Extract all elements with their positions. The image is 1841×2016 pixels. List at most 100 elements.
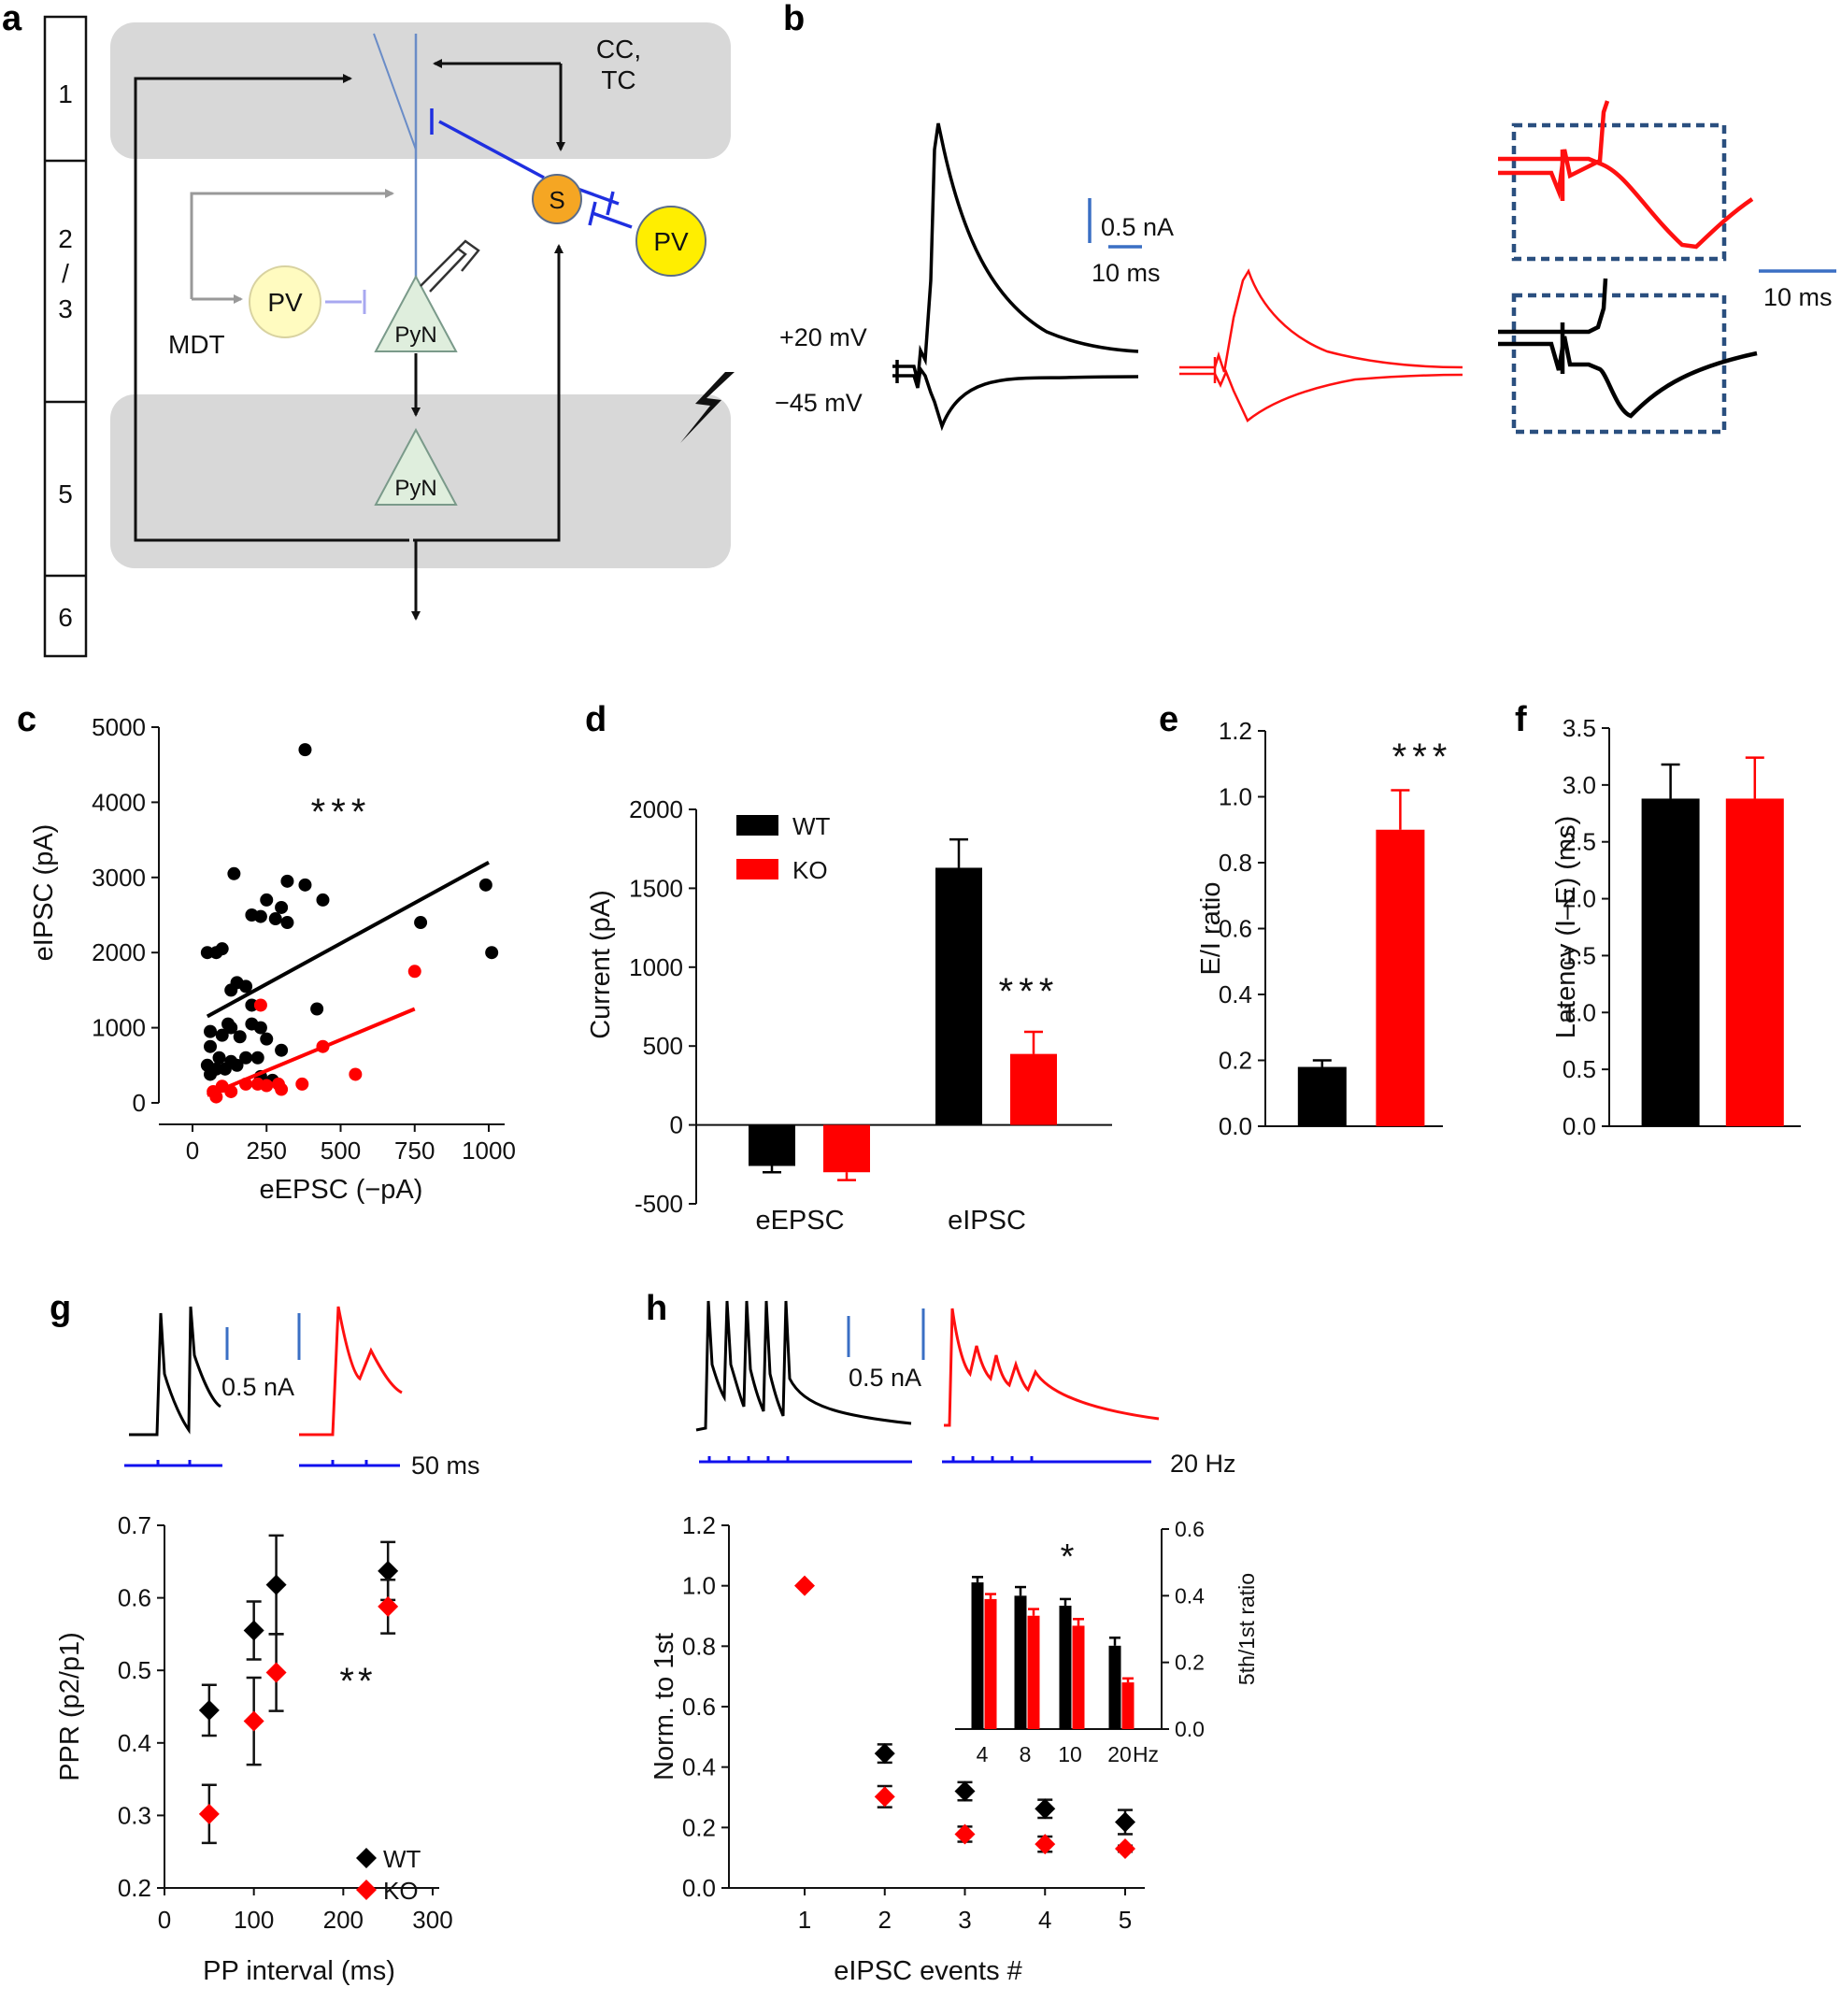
chart-d-legend-swatch (736, 815, 778, 836)
chart-c-xtick-label: 0 (186, 1137, 199, 1165)
chart-h-xtick-label: 1 (798, 1906, 811, 1934)
chart-c-ytick-label: 0 (133, 1089, 146, 1117)
chart-h-ytick-label: 0.0 (682, 1874, 716, 1902)
s-cell-label: S (549, 186, 564, 214)
chart-g-point (243, 1620, 264, 1641)
chart-h-ytick-label: 1.0 (682, 1572, 716, 1600)
panel-g-traces (124, 1306, 403, 1467)
chart-g-ytick-label: 0.6 (118, 1584, 151, 1612)
chart-c-point (250, 1077, 264, 1091)
chart-c-point (407, 965, 421, 979)
chart-c-point (275, 1043, 289, 1057)
chart-h-inset-bar-ko (1027, 1615, 1040, 1729)
chart-h-xtick-label: 5 (1119, 1906, 1132, 1934)
chart-g-xtick-label: 200 (323, 1906, 364, 1934)
chart-e-ytick-label: 1.2 (1219, 717, 1252, 745)
chart-h-xtick-label: 4 (1038, 1906, 1051, 1934)
chart-d-category-label: eEPSC (755, 1206, 844, 1236)
chart-g-xtick-label: 300 (412, 1906, 452, 1934)
chart-g-ytick-label: 0.5 (118, 1656, 151, 1684)
holding-low-label: −45 mV (775, 389, 863, 417)
layer-2-label: 2 (58, 224, 73, 253)
mdt-label: MDT (168, 330, 225, 359)
layer-1-shade (110, 22, 731, 159)
chart-c-ytick-label: 3000 (92, 864, 146, 892)
chart-c-point (349, 1067, 363, 1081)
chart-d-ytick-label: 0 (670, 1111, 683, 1139)
chart-h-inset-bar-wt (971, 1582, 984, 1729)
chart-h-inset-bar-ko (984, 1598, 997, 1729)
patch-electrode-icon (420, 239, 480, 293)
chart-c-point (250, 1051, 264, 1065)
chart-e-bar: 0.0 0.2 0.4 0.6 0.8 1.0 1.2 *** E/I ratio (1196, 717, 1447, 1140)
chart-c-significance: *** (311, 792, 372, 833)
chart-g-point (265, 1574, 287, 1595)
pv-cell-faded (249, 265, 321, 338)
chart-c-ytick-label: 1000 (92, 1014, 146, 1042)
chart-g-legend-marker (356, 1848, 377, 1868)
chart-h-point (794, 1575, 815, 1596)
chart-d-ytick-label: 1500 (629, 874, 683, 902)
wt-traces (892, 122, 1139, 432)
chart-h-inset-ytick-label: 0.0 (1175, 1717, 1205, 1741)
chart-c-point (280, 916, 294, 930)
scale-current-g: 0.5 nA (221, 1373, 294, 1401)
chart-c-point (310, 1002, 324, 1016)
chart-f-bar-ko (1725, 798, 1784, 1126)
chart-c-point (298, 878, 312, 892)
chart-c-point (204, 1067, 218, 1081)
chart-f-ytick-label: 3.0 (1563, 771, 1596, 799)
chart-c-scatter: 0 1000 2000 3000 4000 5000 0 250 500 750 1000 eEPSC… (29, 713, 516, 1205)
chart-g-point (198, 1803, 220, 1824)
chart-c-xtick-label: 750 (394, 1137, 435, 1165)
l5-to-s-arrow (413, 244, 564, 542)
chart-c-point (275, 1082, 289, 1096)
chart-c-point (215, 1028, 229, 1042)
chart-h-inset-ytick-label: 0.4 (1175, 1583, 1205, 1608)
chart-h-ytick-label: 0.4 (682, 1753, 716, 1781)
chart-c-point (478, 878, 492, 892)
panel-label-d: d (585, 700, 607, 739)
chart-c-point (204, 1039, 218, 1053)
chart-c-point (230, 1058, 244, 1072)
chart-f-ytick-label: 0.0 (1563, 1112, 1596, 1140)
l5-to-l1-arrow (134, 74, 409, 542)
chart-f-ytick-label: 3.5 (1563, 714, 1596, 742)
chart-c-point (227, 866, 241, 880)
chart-g-xtick-label: 100 (234, 1906, 274, 1934)
chart-g-legend-marker (356, 1880, 377, 1900)
chart-h-ylabel: Norm. to 1st (649, 1633, 679, 1780)
chart-c-ytick-label: 5000 (92, 713, 146, 741)
cortical-layer-column (43, 15, 88, 658)
chart-e-ytick-label: 0.4 (1219, 980, 1252, 1008)
chart-e-ylabel: E/I ratio (1196, 882, 1226, 976)
chart-f-ytick-label: 2.0 (1563, 885, 1596, 913)
scalebar-b (1088, 198, 1836, 273)
chart-f-ylabel: Latency (I–E) (ms) (1551, 816, 1581, 1039)
panel-label-c: c (17, 700, 36, 739)
chart-d-legend-swatch (736, 859, 778, 879)
chart-c-fit-line (207, 1007, 416, 1097)
chart-c-point (280, 874, 294, 888)
panel-label-e: e (1159, 700, 1178, 739)
chart-d-ytick-label: 500 (643, 1032, 683, 1060)
chart-h-inset-ytick-label: 0.2 (1175, 1651, 1205, 1675)
chart-g-significance: ** (339, 1661, 376, 1702)
chart-d-bar-wt (749, 1124, 795, 1166)
chart-g-scatter: 0.2 0.3 0.4 0.5 0.6 0.7 0 100 200 300 WT KO ** PP int… (55, 1511, 453, 1986)
chart-c-point (218, 1062, 232, 1076)
chart-h-scatter: 0.0 0.2 0.4 0.6 0.8 1.0 1.2 1 2 3 4 5 eIPSC events #… (649, 1511, 1145, 1986)
panel-label-h: h (646, 1289, 667, 1328)
chart-f-ytick-label: 1.5 (1563, 941, 1596, 969)
chart-c-ytick-label: 4000 (92, 788, 146, 816)
chart-c-point (221, 1017, 235, 1031)
chart-g-point (378, 1595, 399, 1617)
panel-label-g: g (50, 1289, 71, 1328)
chart-e-bar-wt (1297, 1066, 1347, 1126)
pv-cell (635, 206, 706, 277)
scale-time-b1: 10 ms (1092, 259, 1161, 287)
pyn-lower-cell (374, 427, 458, 506)
layer-3-label: 3 (58, 294, 73, 323)
